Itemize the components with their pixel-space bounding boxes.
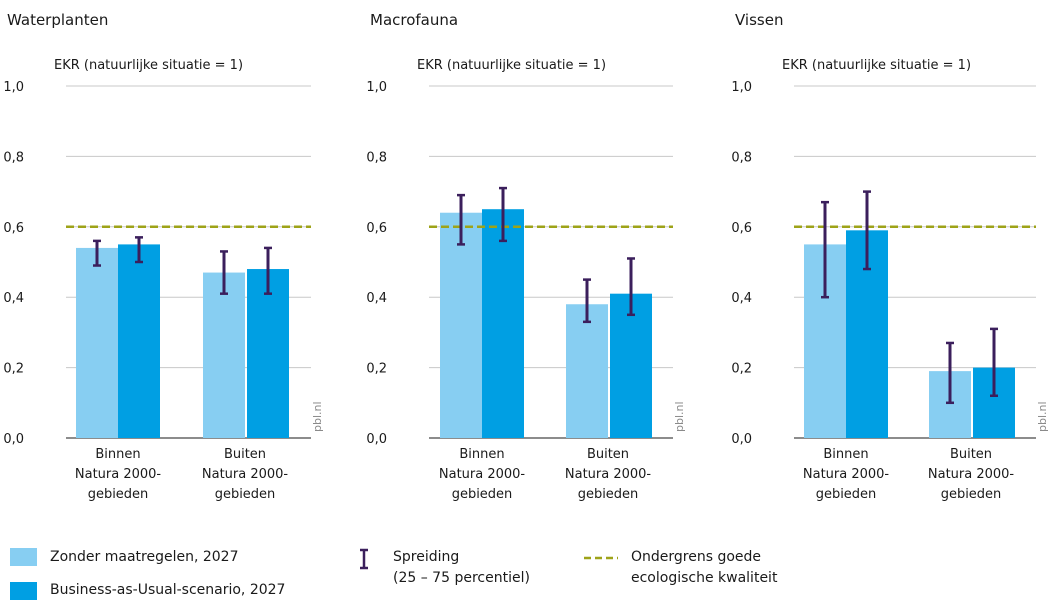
- panel-2-source-label: pbl.nl: [673, 401, 686, 432]
- panel-3-category-label: Natura 2000-: [803, 467, 890, 482]
- panel-1-tick-label: 1,0: [3, 80, 24, 95]
- legend-label-spread-line2: (25 – 75 percentiel): [393, 570, 530, 586]
- panel-1-tick-label: 0,6: [3, 221, 24, 236]
- panel-3-source-label: pbl.nl: [1036, 401, 1049, 432]
- panel-1-tick-label: 0,4: [3, 291, 24, 306]
- panel-2-title: Macrofauna: [370, 11, 458, 29]
- panel-1-title: Waterplanten: [7, 11, 108, 29]
- panel-2-ylabel: EKR (natuurlijke situatie = 1): [417, 58, 606, 73]
- panel-2-tick-label: 0,4: [366, 291, 387, 306]
- legend-label-spread-line1: Spreiding: [393, 549, 460, 565]
- panel-3-tick-label: 0,4: [731, 291, 752, 306]
- panel-3-title: Vissen: [735, 11, 783, 29]
- panel-3-ylabel: EKR (natuurlijke situatie = 1): [782, 58, 971, 73]
- panel-2-tick-label: 0,6: [366, 221, 387, 236]
- legend-threshold-icon: [584, 556, 618, 560]
- panel-2-category-label: Natura 2000-: [565, 467, 652, 482]
- panel-3-tick-label: 0,6: [731, 221, 752, 236]
- panel-2-tick-label: 0,2: [366, 362, 387, 377]
- panel-1-tick-label: 0,0: [3, 432, 24, 447]
- panel-2-category-label: gebieden: [578, 487, 639, 502]
- panel-1-category-label: Natura 2000-: [75, 467, 162, 482]
- panel-1-category-label: Natura 2000-: [202, 467, 289, 482]
- panel-3-category-label: gebieden: [941, 487, 1002, 502]
- legend-errorbar-icon: [360, 548, 368, 570]
- panel-3-category-label: Natura 2000-: [928, 467, 1015, 482]
- panel-2-category-label: Natura 2000-: [439, 467, 526, 482]
- panel-3-category-label: gebieden: [816, 487, 877, 502]
- panel-2-category-label: Binnen: [459, 447, 504, 462]
- legend-label-threshold: Ondergrens goede ecologische kwaliteit: [631, 547, 777, 589]
- panel-2-bar-s1-c2: [566, 304, 608, 438]
- panel-1-bar-s2-c1: [118, 244, 160, 438]
- panel-3-tick-label: 0,8: [731, 150, 752, 165]
- panel-1-category-label: gebieden: [88, 487, 149, 502]
- panel-2-bar-s1-c1: [440, 212, 482, 438]
- panel-3-tick-label: 0,0: [731, 432, 752, 447]
- legend-swatch-scenario1: [10, 548, 37, 566]
- panel-1-tick-label: 0,2: [3, 362, 24, 377]
- panel-3-tick-label: 0,2: [731, 362, 752, 377]
- panel-1-category-label: Buiten: [224, 447, 266, 462]
- panel-2-tick-label: 0,8: [366, 150, 387, 165]
- panel-2-tick-label: 0,0: [366, 432, 387, 447]
- panel-1-category-label: gebieden: [215, 487, 276, 502]
- panel-1-bar-s2-c2: [247, 269, 289, 438]
- legend-label-spread: Spreiding (25 – 75 percentiel): [393, 547, 530, 589]
- panel-2-tick-label: 1,0: [366, 80, 387, 95]
- legend-label-threshold-line2: ecologische kwaliteit: [631, 570, 778, 586]
- panel-3-category-label: Buiten: [950, 447, 992, 462]
- panel-2-bar-s2-c2: [610, 293, 652, 438]
- chart-area: Waterplanten EKR (natuurlijke situatie = …: [3, 11, 1049, 502]
- panel-2-category-label: gebieden: [452, 487, 513, 502]
- panel-1-source-label: pbl.nl: [311, 401, 324, 432]
- panel-1-bar-s1-c2: [203, 272, 245, 438]
- legend-swatch-scenario2: [10, 582, 37, 600]
- legend-label-scenario2: Business-as-Usual-scenario, 2027: [50, 582, 286, 598]
- panel-2-category-label: Buiten: [587, 447, 629, 462]
- panel-1-tick-label: 0,8: [3, 150, 24, 165]
- panel-3-category-label: Binnen: [823, 447, 868, 462]
- legend-label-threshold-line1: Ondergrens goede: [631, 549, 762, 565]
- panel-1-ylabel: EKR (natuurlijke situatie = 1): [54, 58, 243, 73]
- panel-2-bar-s2-c1: [482, 209, 524, 438]
- panel-3-tick-label: 1,0: [731, 80, 752, 95]
- panel-1-bar-s1-c1: [76, 247, 118, 438]
- panel-1-category-label: Binnen: [95, 447, 140, 462]
- legend-label-scenario1: Zonder maatregelen, 2027: [50, 549, 239, 565]
